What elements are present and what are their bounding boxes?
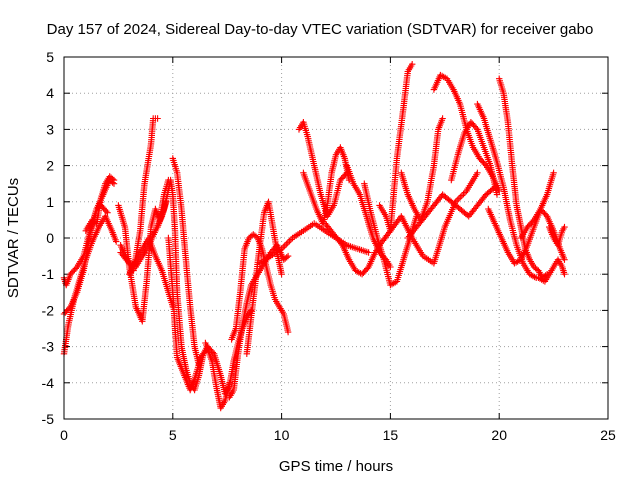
data-point — [195, 361, 203, 368]
data-point — [364, 265, 371, 272]
data-point — [278, 271, 285, 278]
y-tick-label: 3 — [46, 121, 54, 137]
data-point — [281, 242, 288, 249]
sat-trace-12 — [202, 339, 233, 412]
data-point — [113, 238, 120, 245]
sat-trace-6 — [117, 115, 161, 274]
data-point — [284, 252, 292, 260]
data-point — [72, 265, 79, 272]
data-point — [283, 254, 290, 261]
y-tick-label: 4 — [46, 85, 54, 101]
sat-trace-32 — [535, 256, 568, 285]
sat-trace-21 — [361, 180, 420, 289]
data-point — [104, 209, 111, 216]
data-point — [460, 190, 467, 198]
data-point — [481, 192, 489, 200]
data-point — [439, 115, 446, 122]
x-axis-label: GPS time / hours — [279, 458, 393, 475]
y-tick-label: -4 — [42, 375, 55, 391]
x-tick-label: 10 — [274, 427, 290, 443]
data-point — [71, 266, 78, 274]
data-point — [109, 175, 116, 183]
data-point — [154, 115, 161, 122]
y-tick-label: 2 — [46, 158, 54, 174]
data-point — [474, 169, 481, 176]
y-tick-labels: -5 -4 -3 -2 -1 0 1 2 3 4 5 — [42, 49, 55, 427]
y-tick-label: -2 — [42, 302, 55, 318]
x-tick-label: 5 — [169, 427, 177, 443]
data-point — [409, 61, 416, 68]
x-tick-label: 20 — [491, 427, 507, 443]
data-point — [561, 256, 568, 263]
x-tick-label: 15 — [383, 427, 399, 443]
data-point — [542, 211, 549, 218]
sat-trace-24 — [398, 115, 446, 224]
data-point — [458, 192, 466, 199]
data-point — [284, 328, 292, 336]
sat-trace-25 — [404, 184, 498, 242]
data-point — [457, 193, 464, 201]
x-tick-label: 0 — [60, 427, 68, 443]
sat-trace-31 — [517, 205, 568, 263]
sat-trace-28 — [474, 100, 540, 281]
data-point — [286, 237, 293, 245]
plot-frame — [63, 56, 609, 420]
sat-trace-23 — [376, 169, 481, 267]
x-tick-label: 25 — [600, 427, 616, 443]
y-tick-label: -3 — [42, 339, 55, 355]
sat-trace-17 — [295, 119, 351, 220]
data-point — [537, 205, 544, 213]
data-point — [550, 169, 557, 176]
y-tick-label: -1 — [42, 266, 55, 282]
sat-trace-15 — [243, 198, 285, 357]
data-point — [561, 271, 568, 278]
sat-trace-18 — [300, 144, 353, 227]
y-axis-label: SDTVAR / TECUs — [5, 178, 22, 298]
sat-trace-33 — [546, 223, 568, 249]
data-point — [387, 263, 394, 271]
data-point — [103, 208, 110, 215]
data-point — [69, 268, 77, 275]
data-point — [287, 236, 295, 243]
data-point — [226, 379, 233, 386]
sat-trace-11 — [169, 155, 203, 368]
y-tick-label: 1 — [46, 194, 54, 210]
data-point — [338, 240, 345, 247]
x-tick-labels: 0 5 10 15 20 25 — [60, 427, 616, 443]
data-point — [283, 241, 290, 248]
data-point — [561, 223, 568, 231]
data-point — [455, 195, 462, 202]
sat-trace-19 — [321, 220, 383, 278]
data-point — [365, 249, 372, 256]
y-tick-label: 0 — [46, 230, 54, 246]
data-point — [110, 176, 118, 184]
data-point — [493, 191, 501, 198]
sat-trace-4 — [82, 173, 118, 234]
data-points — [60, 61, 568, 412]
data-point — [538, 207, 545, 214]
sat-trace-22 — [376, 61, 416, 234]
data-point — [280, 244, 287, 251]
y-tick-label: 5 — [46, 49, 54, 65]
data-point — [472, 124, 480, 132]
sat-trace-27 — [448, 119, 501, 198]
y-tick-label: -5 — [42, 411, 55, 427]
data-point — [284, 239, 291, 246]
chart-title: Day 157 of 2024, Sidereal Day-to-day VTE… — [47, 21, 594, 38]
